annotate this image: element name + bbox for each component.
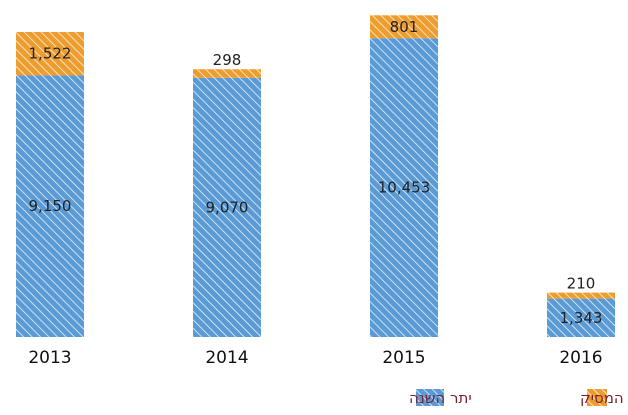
- legend-swatch-top-series: [587, 389, 607, 406]
- data-label-base-2015: 10,453: [378, 179, 431, 197]
- legend-label-top-series: עונת המסיק: [580, 389, 628, 407]
- data-label-top-2016: 210: [567, 275, 596, 293]
- bar-top-2016: [547, 292, 615, 299]
- bars-group: [16, 15, 615, 338]
- bar-top-2013: [16, 31, 84, 76]
- category-label-2013: 2013: [28, 348, 71, 368]
- bar-base-2015: [370, 38, 438, 338]
- legend-swatch-base-series: [416, 389, 444, 406]
- data-label-top-2014: 298: [213, 51, 242, 69]
- bar-top-2014: [193, 69, 261, 78]
- data-label-top-2013: 1,522: [29, 45, 72, 63]
- category-label-2016: 2016: [559, 348, 602, 368]
- legend-label-base-series: יתר השנה: [409, 389, 472, 407]
- data-label-base-2014: 9,070: [206, 198, 249, 216]
- legend: עונת המסיק יתר השנה: [409, 389, 628, 407]
- bar-base-2014: [193, 77, 261, 337]
- bar-base-2016: [547, 298, 615, 337]
- category-label-2015: 2015: [382, 348, 425, 368]
- bar-base-2013: [16, 75, 84, 337]
- category-axis: 2013 2014 2015 2016: [28, 348, 602, 368]
- data-label-base-2016: 1,343: [560, 309, 603, 327]
- value-labels-group: 9,150 1,522 9,070 298 10,453 801 1,343 210: [29, 18, 603, 327]
- bar-top-2015: [370, 15, 438, 39]
- category-label-2014: 2014: [205, 348, 248, 368]
- data-label-base-2013: 9,150: [29, 197, 72, 215]
- data-label-top-2015: 801: [390, 18, 419, 36]
